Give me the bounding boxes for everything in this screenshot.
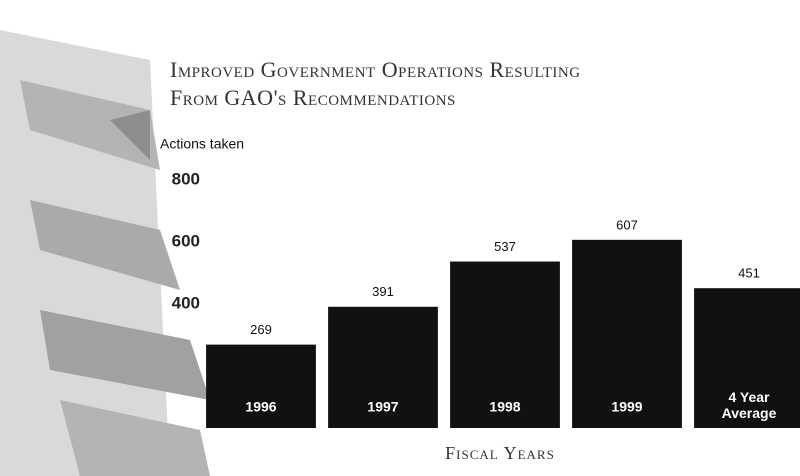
bar [450,261,560,428]
value-label: 269 [250,322,272,337]
value-label: 537 [494,239,516,254]
y-axis-label: Actions taken [160,136,244,152]
category-label: 1997 [367,399,398,415]
chart-subtitle: From GAO's Recommendations [170,85,456,110]
value-label: 391 [372,284,394,299]
category-label: 4 Year Average [722,389,777,421]
category-label: 1998 [489,399,520,415]
value-label: 451 [738,266,760,281]
bar [206,344,316,428]
chart-title: Improved Government Operations Resulting [170,57,581,82]
y-tick-label: 600 [172,231,200,250]
y-tick-label: 400 [172,293,200,312]
bar [328,306,438,428]
flag-decoration [0,30,210,476]
category-label: 1996 [245,399,276,415]
x-axis-label: Fiscal Years [445,443,555,463]
bar [694,288,800,428]
y-tick-label: 800 [172,169,200,188]
bar [572,239,682,428]
category-label: 1999 [611,399,642,415]
value-label: 607 [616,217,638,232]
